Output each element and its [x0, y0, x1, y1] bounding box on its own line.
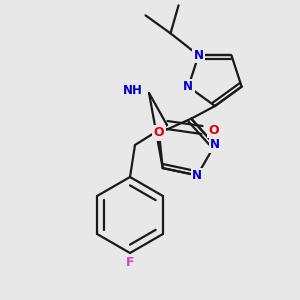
Text: O: O: [154, 127, 164, 140]
Text: F: F: [126, 256, 134, 269]
Text: N: N: [183, 80, 194, 93]
Text: N: N: [194, 49, 203, 62]
Text: NH: NH: [123, 83, 143, 97]
Text: N: N: [192, 169, 202, 182]
Text: O: O: [209, 124, 219, 136]
Text: N: N: [210, 138, 220, 152]
